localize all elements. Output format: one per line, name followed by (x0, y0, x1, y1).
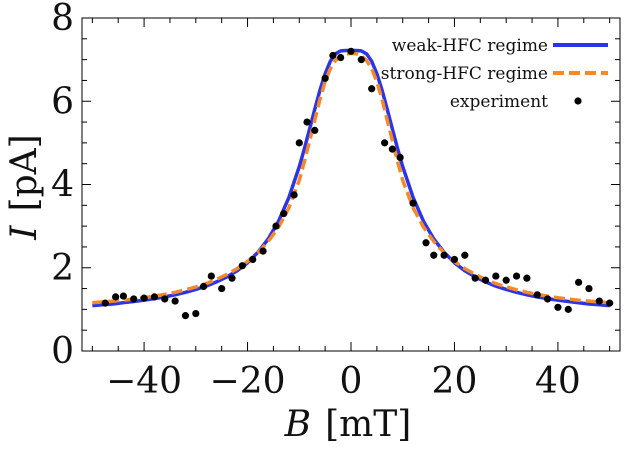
series-line-strong-hfc (92, 51, 610, 305)
experiment-point (381, 139, 389, 147)
y-axis-variable: I (4, 225, 45, 241)
y-axis-label: I [pA] (4, 134, 45, 240)
y-tick-label: 0 (51, 331, 74, 372)
series-layer (92, 47, 614, 320)
experiment-point (295, 139, 303, 147)
experiment-point (321, 74, 329, 82)
experiment-point (192, 309, 200, 318)
experiment-point (290, 191, 298, 199)
experiment-point (337, 53, 345, 62)
experiment-point (119, 292, 127, 300)
experiment-point (461, 251, 469, 259)
experiment-point (430, 251, 438, 259)
experiment-point (329, 51, 337, 60)
experiment-point (523, 274, 531, 282)
experiment-point (150, 293, 159, 301)
y-tick-label: 6 (51, 81, 74, 122)
series-line-weak-hfc (92, 48, 610, 308)
experiment-point (357, 56, 365, 64)
experiment-point (492, 272, 500, 280)
experiment-point (450, 255, 459, 264)
x-axis-label: B [mT] (284, 404, 412, 445)
legend-label-experiment: experiment (450, 92, 548, 112)
experiment-point (199, 282, 208, 291)
experiment-point (228, 274, 236, 282)
experiment-point (440, 251, 448, 259)
legend: weak-HFC regime strong-HFC regime experi… (381, 36, 608, 112)
x-axis: −40 −20 0 20 40 (91, 18, 611, 402)
experiment-point (303, 118, 311, 126)
experiment-point (130, 295, 138, 303)
experiment-point (368, 85, 376, 93)
experiment-point (101, 299, 109, 307)
experiment-point (422, 239, 430, 247)
y-tick-label: 4 (51, 165, 74, 206)
experiment-point (140, 294, 148, 302)
x-tick-label: −40 (106, 361, 182, 402)
x-axis-unit: [mT] (325, 404, 411, 445)
experiment-point (388, 145, 396, 153)
experiment-point (564, 305, 572, 313)
x-tick-label: 40 (535, 361, 581, 402)
experiment-point (272, 222, 280, 230)
experiment-point (280, 210, 288, 218)
x-tick-label: 20 (432, 361, 478, 402)
legend-label-strong-hfc: strong-HFC regime (381, 64, 548, 84)
experiment-point (259, 247, 267, 255)
legend-label-weak-hfc: weak-HFC regime (392, 36, 548, 56)
experiment-point (606, 299, 614, 307)
experiment-point (249, 255, 257, 264)
experiment-point (218, 284, 226, 293)
y-tick-label: 2 (51, 248, 74, 289)
experiment-point (481, 276, 490, 284)
experiment-point (171, 297, 179, 305)
experiment-point (502, 276, 510, 284)
x-tick-label: 0 (340, 361, 363, 402)
y-axis: 0 2 4 6 8 (51, 0, 620, 372)
experiment-point (396, 153, 404, 162)
experiment-point (585, 284, 593, 293)
y-tick-label: 8 (51, 0, 74, 39)
experiment-point (543, 295, 552, 303)
experiment-point (311, 126, 319, 134)
experiment-point (161, 295, 169, 303)
x-axis-variable: B (284, 404, 311, 445)
experiment-point (554, 303, 562, 311)
experiment-point (512, 272, 521, 280)
experiment-point (409, 199, 417, 207)
experiment-point (575, 278, 583, 286)
experiment-point (533, 291, 541, 299)
experiment-point (181, 312, 190, 320)
x-tick-label: −20 (210, 361, 286, 402)
experiment-point (207, 272, 215, 280)
experiment-point (595, 297, 603, 305)
y-axis-unit: [pA] (4, 134, 45, 211)
experiment-point (112, 293, 120, 301)
legend-swatch-experiment (574, 97, 582, 105)
experiment-point (347, 47, 355, 55)
experiment-point (471, 274, 479, 282)
experiment-point (238, 262, 246, 270)
